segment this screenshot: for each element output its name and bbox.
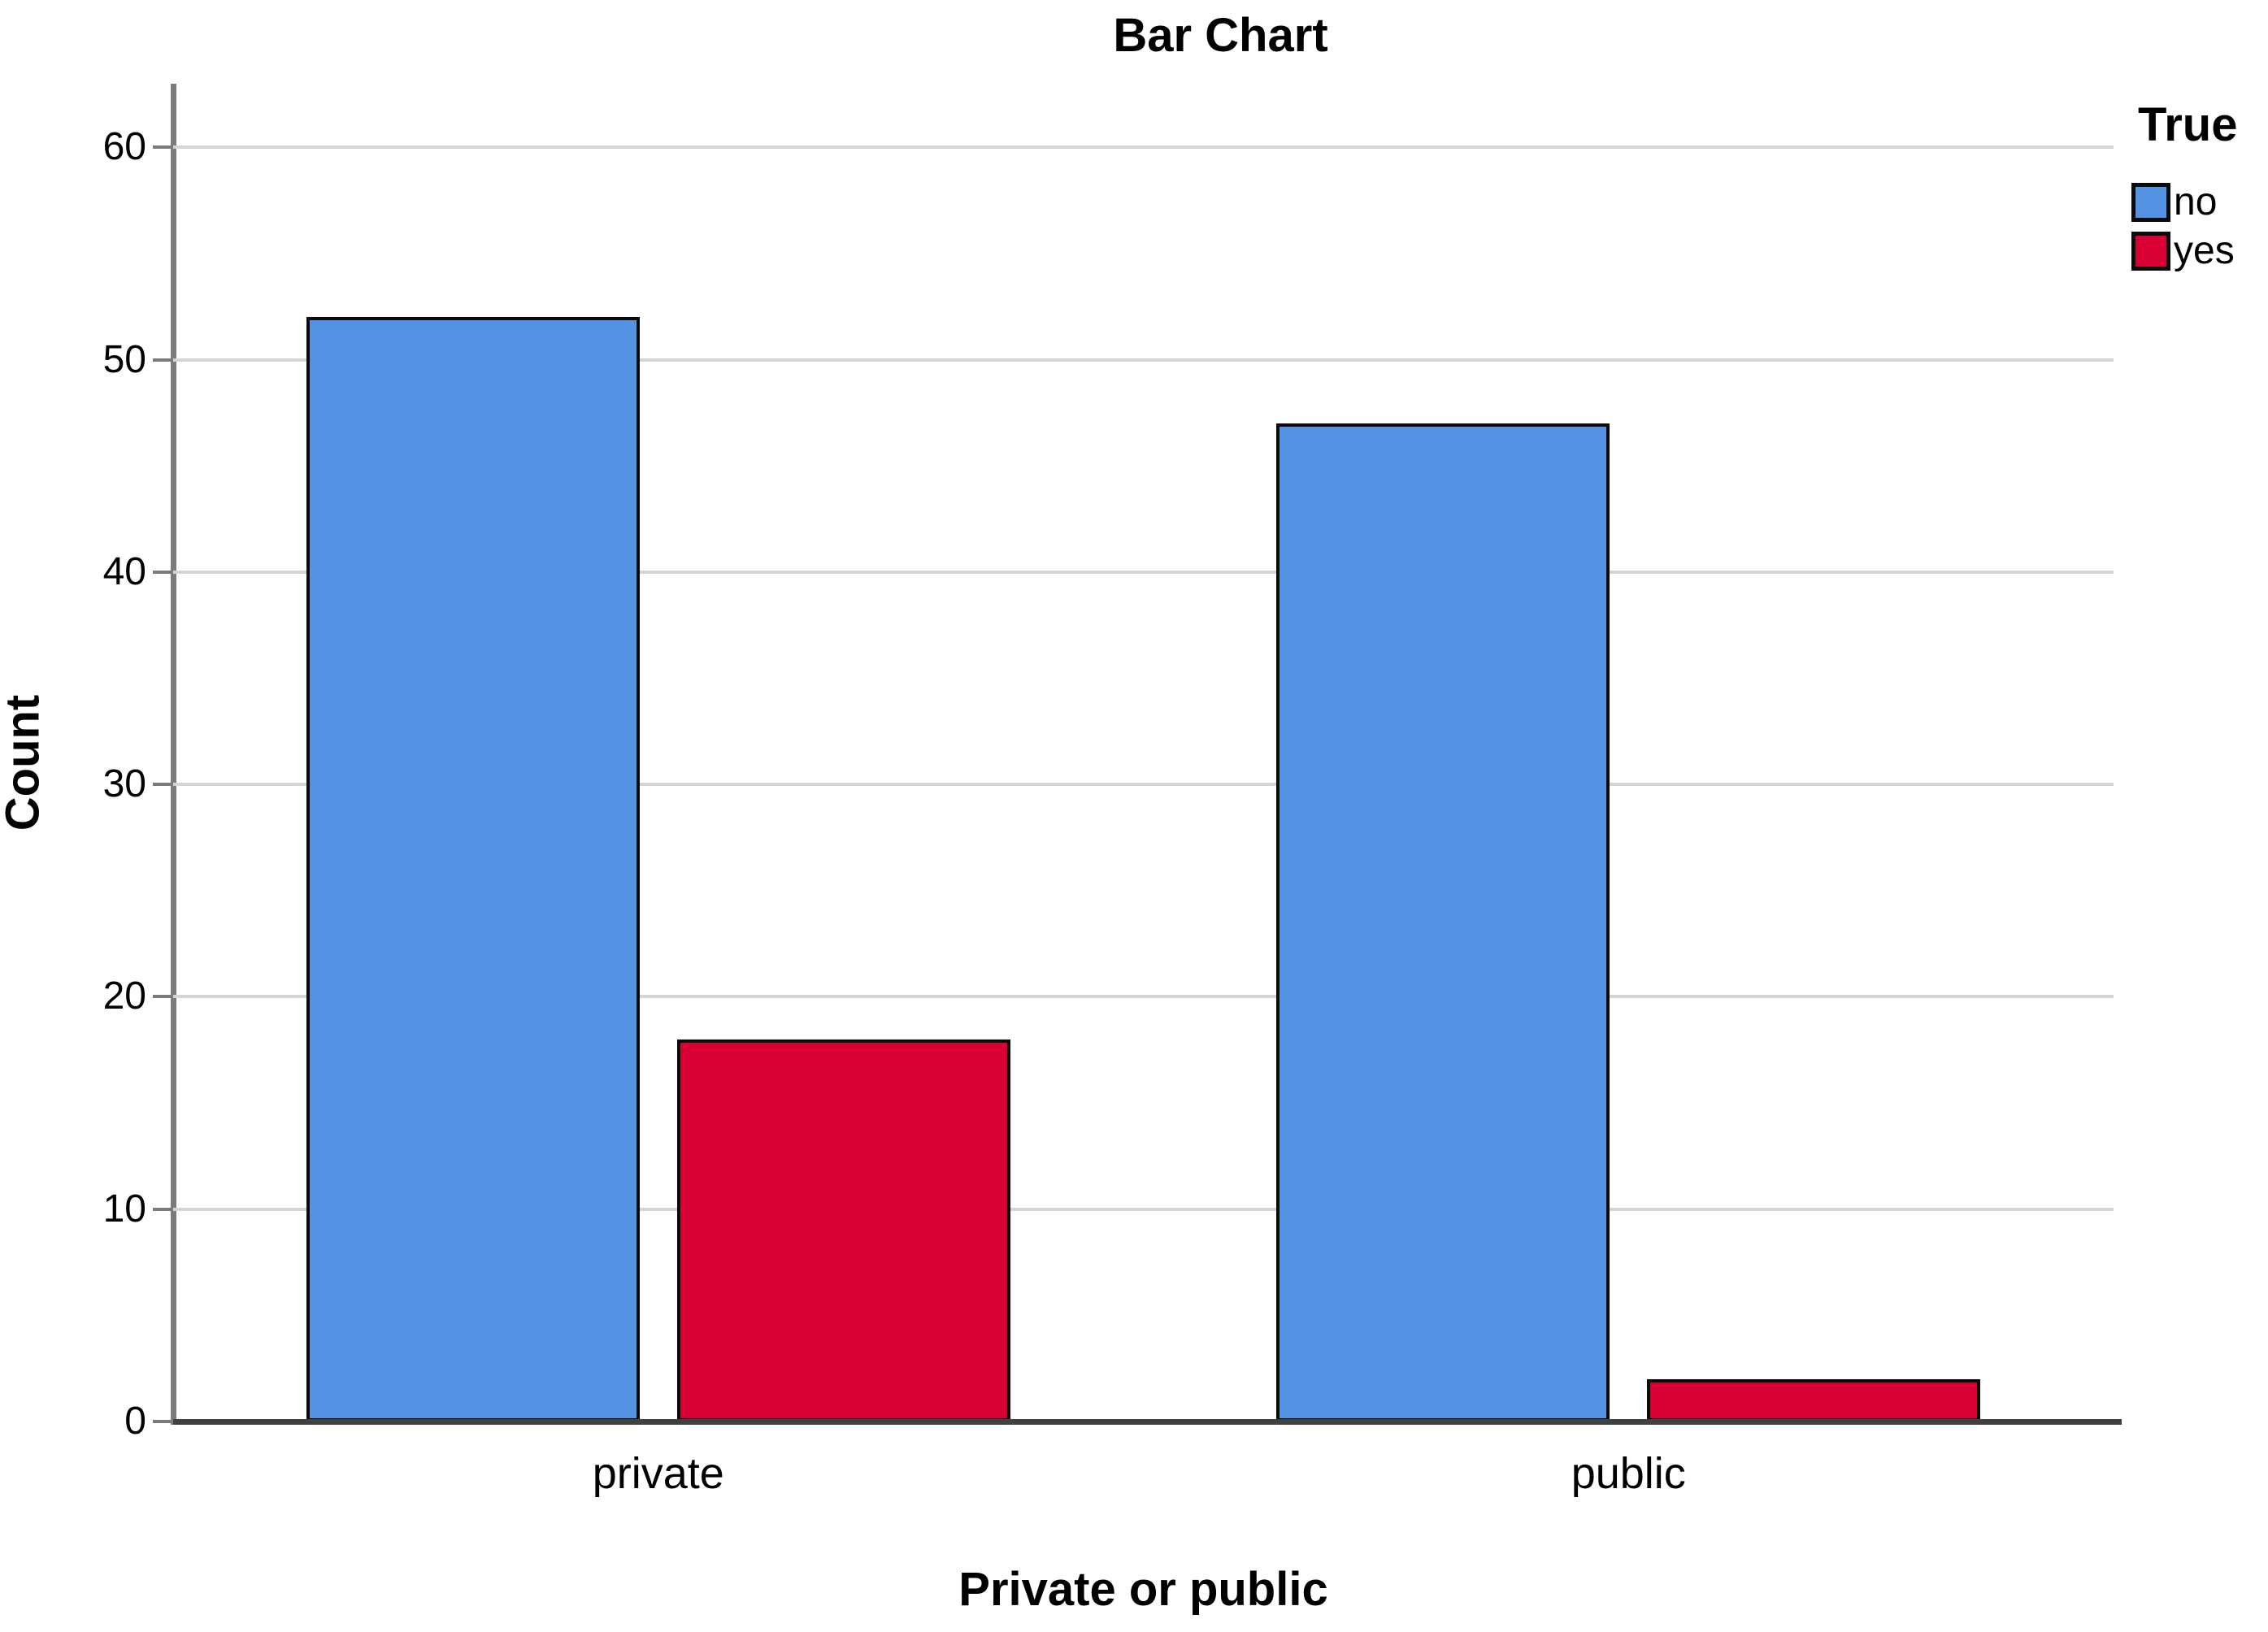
y-tick-label-0: 0: [124, 1400, 146, 1443]
gridline-10: [173, 1207, 2114, 1211]
bar-public-yes: [1647, 1378, 1981, 1421]
legend-title: True: [2138, 98, 2238, 151]
gridline-30: [173, 783, 2114, 787]
legend-item-yes: yes: [2131, 232, 2268, 271]
chart-title: Bar Chart: [1113, 9, 1328, 62]
legend-label-yes: yes: [2174, 229, 2235, 272]
y-tick-mark-30: [153, 783, 172, 787]
y-tick-mark-60: [153, 145, 172, 150]
y-tick-label-50: 50: [102, 337, 146, 381]
y-tick-mark-20: [153, 995, 172, 999]
legend-swatch-no: [2131, 183, 2170, 222]
legend-label-no: no: [2174, 180, 2218, 224]
plot-area: [173, 84, 2114, 1421]
x-axis-title: Private or public: [958, 1563, 1328, 1616]
y-axis-spine: [171, 84, 176, 1425]
bar-private-yes: [676, 1039, 1010, 1421]
x-category-label-public: public: [1571, 1449, 1686, 1498]
gridline-20: [173, 995, 2114, 999]
legend-items: no yes: [2131, 183, 2268, 271]
legend-item-no: no: [2131, 183, 2268, 222]
gridline-50: [173, 358, 2114, 362]
gridline-60: [173, 145, 2114, 150]
x-category-label-private: private: [592, 1449, 724, 1498]
legend: True no yes: [2131, 98, 2268, 280]
y-tick-label-30: 30: [102, 762, 146, 806]
y-tick-mark-50: [153, 358, 172, 362]
gridline-40: [173, 570, 2114, 574]
y-tick-mark-10: [153, 1207, 172, 1211]
y-tick-label-20: 20: [102, 974, 146, 1018]
y-tick-label-40: 40: [102, 549, 146, 593]
bar-private-no: [306, 317, 640, 1421]
y-tick-label-60: 60: [102, 125, 146, 169]
legend-swatch-yes: [2131, 232, 2170, 271]
bar-public-no: [1276, 423, 1610, 1421]
x-axis-line: [173, 1419, 2122, 1425]
y-tick-label-10: 10: [102, 1187, 146, 1231]
y-tick-mark-0: [153, 1420, 172, 1423]
y-tick-mark-40: [153, 570, 172, 574]
